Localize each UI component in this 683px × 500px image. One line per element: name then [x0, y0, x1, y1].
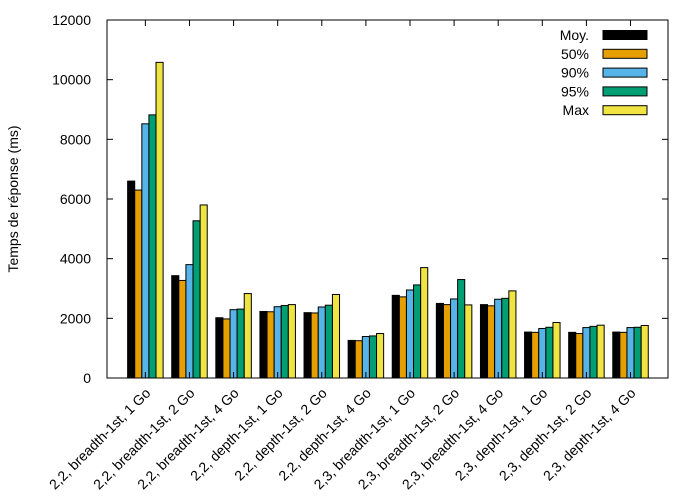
bar-95-10 — [589, 325, 598, 379]
bar-50-6 — [398, 296, 407, 379]
bar-moy-6 — [391, 294, 400, 379]
bar-max-4 — [331, 293, 341, 379]
bar-90-9 — [538, 327, 547, 379]
y-axis-title: Temps de réponse (ms) — [5, 125, 21, 272]
legend-label: 95% — [561, 83, 589, 99]
bar-max-8 — [508, 290, 517, 379]
bar-50-10 — [575, 333, 584, 379]
y-tick-label: 10000 — [52, 72, 91, 88]
legend-label: Moy. — [560, 27, 589, 43]
bar-moy-7 — [435, 302, 444, 379]
bar-95-11 — [633, 326, 642, 379]
y-axis-ticks: 0 2000 4000 6000 8000 10000 12000 — [52, 12, 668, 386]
bar-90-8 — [494, 298, 503, 379]
bar-95-3 — [280, 305, 289, 379]
bar-max-7 — [464, 304, 473, 379]
legend-swatch — [602, 86, 648, 97]
bar-50-1 — [178, 279, 187, 379]
bar-max-1 — [199, 204, 208, 379]
bar-50-7 — [442, 304, 452, 379]
bar-95-5 — [368, 335, 378, 379]
legend: Moy. 50% 90% 95% Max — [560, 27, 648, 118]
bar-moy-3 — [259, 310, 268, 379]
bar-90-11 — [626, 327, 635, 379]
plot-frame — [106, 19, 669, 379]
bar-50-4 — [310, 312, 319, 379]
bar-moy-4 — [303, 312, 312, 379]
legend-swatch — [602, 48, 648, 59]
bar-max-0 — [155, 61, 164, 379]
bar-50-11 — [619, 331, 628, 379]
bar-50-0 — [134, 189, 143, 379]
bar-95-8 — [501, 297, 510, 379]
bar-max-5 — [376, 333, 385, 379]
bar-max-3 — [287, 304, 296, 379]
bar-90-3 — [273, 306, 282, 379]
bar-max-10 — [596, 324, 605, 379]
bar-50-5 — [354, 340, 363, 379]
legend-swatch — [602, 67, 648, 78]
bar-95-4 — [324, 304, 333, 379]
bar-50-8 — [487, 305, 496, 379]
bar-90-0 — [141, 123, 150, 379]
bar-90-2 — [229, 309, 238, 379]
bar-95-0 — [148, 114, 157, 379]
bar-max-6 — [420, 267, 429, 379]
bar-50-2 — [222, 318, 231, 379]
bar-95-2 — [236, 308, 245, 379]
bar-50-9 — [531, 331, 540, 379]
bar-moy-11 — [612, 331, 621, 379]
bar-moy-10 — [568, 331, 577, 379]
bar-90-7 — [450, 298, 459, 379]
bar-90-6 — [405, 289, 415, 379]
bar-max-9 — [552, 322, 561, 379]
legend-label: Max — [563, 102, 589, 118]
bar-max-11 — [640, 324, 649, 379]
bar-90-5 — [361, 336, 370, 379]
legend-swatch — [602, 30, 648, 40]
bar-90-10 — [582, 327, 591, 379]
bar-95-6 — [413, 284, 422, 379]
bar-90-4 — [317, 306, 326, 379]
y-tick-label: 4000 — [60, 251, 91, 267]
bar-moy-8 — [479, 304, 489, 379]
bar-moy-2 — [215, 317, 224, 379]
bar-95-9 — [545, 326, 554, 379]
bar-90-1 — [185, 264, 194, 379]
bar-moy-9 — [524, 331, 533, 379]
bar-moy-5 — [347, 339, 356, 379]
legend-label: 90% — [561, 65, 589, 81]
y-tick-label: 6000 — [60, 191, 91, 207]
bar-max-2 — [243, 293, 252, 379]
legend-label: 50% — [561, 46, 589, 62]
bar-50-3 — [266, 311, 275, 379]
y-tick-label: 8000 — [60, 131, 91, 147]
y-tick-label: 12000 — [52, 12, 91, 28]
y-tick-label: 2000 — [60, 310, 91, 326]
bar-moy-1 — [171, 275, 180, 379]
bar-moy-0 — [127, 180, 136, 379]
legend-swatch — [602, 105, 648, 116]
bar-95-7 — [457, 279, 466, 379]
bar-95-1 — [192, 220, 201, 379]
y-tick-label: 0 — [83, 370, 91, 386]
